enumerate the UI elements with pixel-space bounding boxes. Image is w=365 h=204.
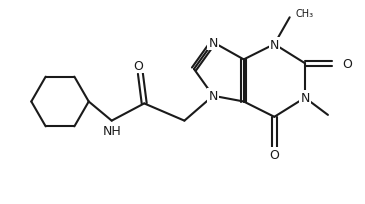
Text: NH: NH (102, 124, 121, 137)
Text: O: O (269, 148, 279, 161)
Text: N: N (270, 38, 279, 51)
Text: O: O (134, 60, 143, 73)
Text: N: N (300, 92, 310, 105)
Text: N: N (208, 37, 218, 49)
Text: N: N (208, 90, 218, 103)
Text: CH₃: CH₃ (295, 9, 314, 19)
Text: O: O (342, 58, 352, 70)
